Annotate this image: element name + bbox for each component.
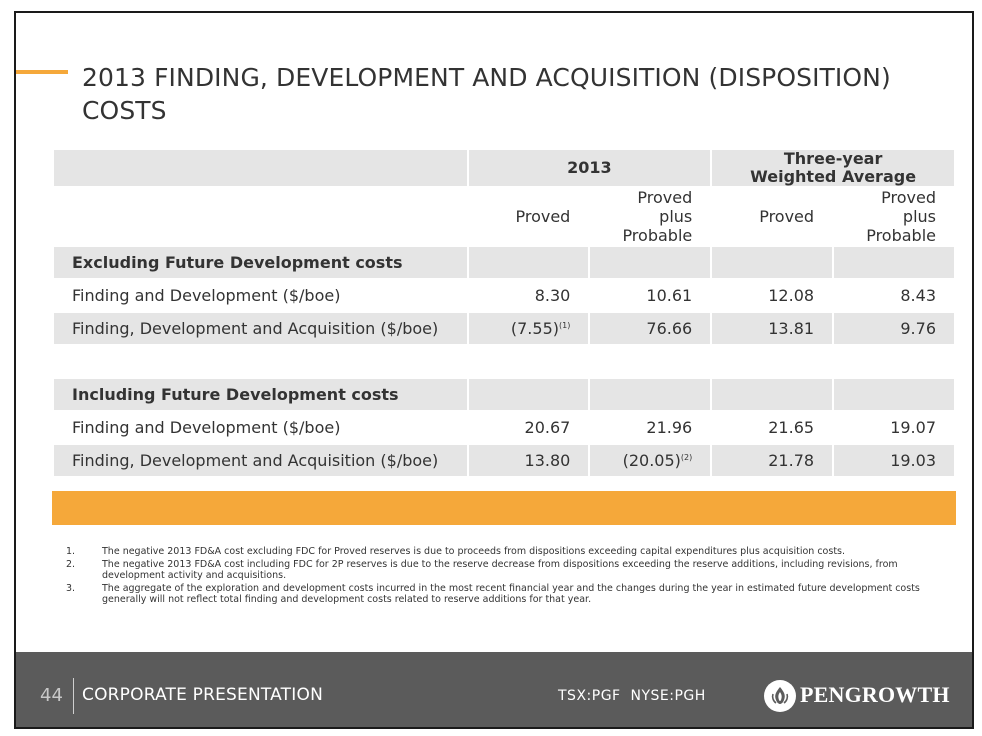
row-label: Finding and Development ($/boe) [54, 412, 467, 443]
row-label: Finding, Development and Acquisition ($/… [54, 313, 467, 344]
header-three-year-weighted-average: Three-year Weighted Average [712, 150, 954, 186]
table-header-row: 2013 Three-year Weighted Average [54, 150, 954, 186]
cell-2013-proved-plus-probable: 10.61 [590, 280, 711, 311]
footnote-ref: (2) [680, 453, 693, 462]
slide-title: 2013 FINDING, DEVELOPMENT AND ACQUISITIO… [82, 63, 891, 125]
footer-divider [73, 678, 74, 714]
cell-2013-proved: 20.67 [468, 412, 589, 443]
cell-3yr-proved-plus-probable: 8.43 [834, 280, 954, 311]
footnote: 2. The negative 2013 FD&A cost including … [66, 559, 898, 581]
pengrowth-logo-text: PENGROWTH [800, 682, 950, 707]
slide-footer: 44 CORPORATE PRESENTATION TSX:PGF NYSE:P… [16, 652, 972, 727]
cell-2013-proved: (7.55)(1) [468, 313, 589, 344]
row-label: Finding, Development and Acquisition ($/… [54, 445, 467, 476]
section-title: Excluding Future Development costs [54, 247, 467, 278]
cell-2013-proved-plus-probable: 21.96 [590, 412, 711, 443]
cell-2013-proved: 13.80 [468, 445, 589, 476]
cell-3yr-proved-plus-probable: 19.07 [834, 412, 954, 443]
subheader-2013-proved: Proved [468, 188, 589, 245]
slide: 2013 FINDING, DEVELOPMENT AND ACQUISITIO… [14, 11, 974, 729]
table-row: Finding, Development and Acquisition ($/… [54, 445, 954, 476]
footnote: 1. The negative 2013 FD&A cost excluding … [66, 546, 846, 557]
section-title: Including Future Development costs [54, 379, 467, 410]
stock-tickers: TSX:PGF NYSE:PGH [558, 688, 706, 704]
subheader-3yr-proved-plus-probable: Proved plus Probable [834, 188, 954, 245]
section-excluding-fdc: Excluding Future Development costs [54, 247, 954, 278]
cell-3yr-proved: 12.08 [712, 280, 833, 311]
table-row: Finding and Development ($/boe) 20.67 21… [54, 412, 954, 443]
cell-3yr-proved-plus-probable: 9.76 [834, 313, 954, 344]
table-bottom-bar [52, 491, 956, 525]
cell-3yr-proved: 21.65 [712, 412, 833, 443]
title-accent-bar [16, 70, 68, 74]
footnote-ref: (1) [558, 321, 571, 330]
table-subheader-row: Proved Proved plus Probable Proved Prove… [54, 188, 954, 245]
table-spacer-row [54, 346, 954, 377]
subheader-2013-proved-plus-probable: Proved plus Probable [590, 188, 711, 245]
header-2013: 2013 [468, 150, 711, 186]
footnote: 3. The aggregate of the exploration and d… [66, 583, 920, 605]
footer-title: CORPORATE PRESENTATION [82, 685, 323, 705]
cell-2013-proved-plus-probable: (20.05)(2) [590, 445, 711, 476]
cell-2013-proved-plus-probable: 76.66 [590, 313, 711, 344]
row-label: Finding and Development ($/boe) [54, 280, 467, 311]
table-row: Finding and Development ($/boe) 8.30 10.… [54, 280, 954, 311]
fdac-costs-table: 2013 Three-year Weighted Average Proved … [52, 148, 956, 478]
cell-2013-proved: 8.30 [468, 280, 589, 311]
cell-3yr-proved: 21.78 [712, 445, 833, 476]
footnotes: 1. The negative 2013 FD&A cost excluding … [66, 546, 946, 607]
page-number: 44 [40, 685, 63, 706]
section-including-fdc: Including Future Development costs [54, 379, 954, 410]
cell-3yr-proved: 13.81 [712, 313, 833, 344]
subheader-3yr-proved: Proved [712, 188, 833, 245]
header-blank-cell [54, 150, 467, 186]
table-row: Finding, Development and Acquisition ($/… [54, 313, 954, 344]
subheader-blank-cell [54, 188, 467, 245]
cell-3yr-proved-plus-probable: 19.03 [834, 445, 954, 476]
pengrowth-flame-icon [764, 680, 796, 712]
